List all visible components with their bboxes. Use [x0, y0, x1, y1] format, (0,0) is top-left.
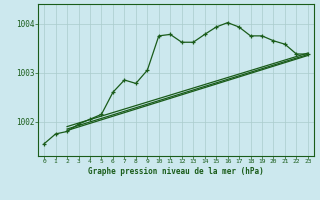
X-axis label: Graphe pression niveau de la mer (hPa): Graphe pression niveau de la mer (hPa): [88, 167, 264, 176]
